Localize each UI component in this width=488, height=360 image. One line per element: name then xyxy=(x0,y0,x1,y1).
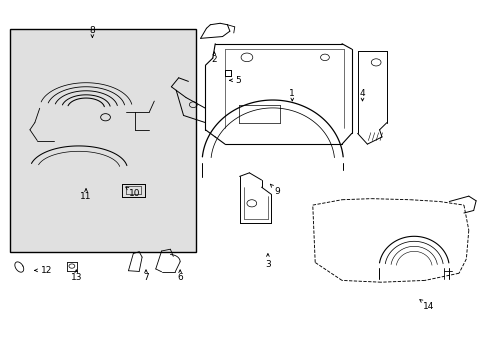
Text: 5: 5 xyxy=(235,76,241,85)
Text: 6: 6 xyxy=(177,273,183,282)
Text: 12: 12 xyxy=(41,266,53,275)
Text: 9: 9 xyxy=(274,187,280,196)
Text: 8: 8 xyxy=(89,26,95,35)
Text: 2: 2 xyxy=(211,55,217,64)
Text: 14: 14 xyxy=(422,302,434,311)
Text: 1: 1 xyxy=(289,89,295,98)
Bar xyxy=(10,30,195,252)
Text: 3: 3 xyxy=(264,260,270,269)
Text: 4: 4 xyxy=(359,89,365,98)
Text: 10: 10 xyxy=(129,189,140,198)
Text: 13: 13 xyxy=(70,273,82,282)
Text: 7: 7 xyxy=(143,273,148,282)
Text: 11: 11 xyxy=(80,192,92,201)
